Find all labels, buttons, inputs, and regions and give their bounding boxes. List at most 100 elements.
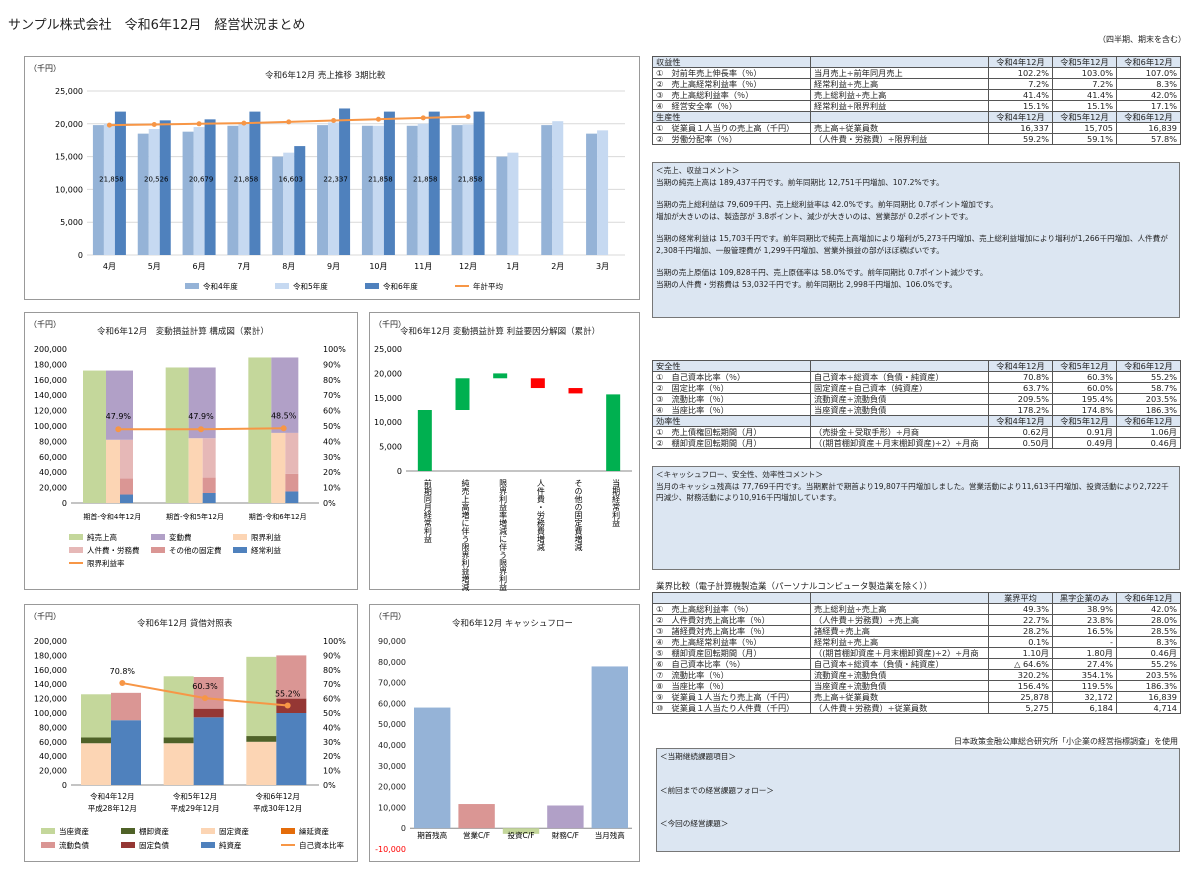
bar	[417, 410, 432, 471]
table-cell: 令和5年12月	[1052, 111, 1117, 123]
table-cell: △ 64.6%	[988, 658, 1053, 670]
y-tick-label: 90,000	[378, 637, 406, 646]
table-cell: 55.2%	[1116, 371, 1181, 383]
y-tick-label: 160,000	[34, 376, 67, 385]
bar	[285, 491, 299, 503]
table-cell: 諸経費÷売上高	[810, 625, 989, 637]
y2-tick-label: 30%	[323, 738, 341, 747]
table-cell	[810, 56, 989, 68]
y-tick-label: 140,000	[34, 680, 67, 689]
table-cell: ② 人件費対売上高比率（％）	[652, 614, 811, 626]
table-cell: 0.50月	[988, 437, 1053, 449]
bar	[120, 439, 133, 479]
table-cell: 28.5%	[1116, 625, 1181, 637]
y-tick-label: 25,000	[55, 87, 83, 96]
table-cell: （人件費＋労務費）÷従業員数	[810, 702, 989, 714]
table-cell: 16,337	[988, 122, 1053, 134]
y2-tick-label: 0%	[323, 499, 336, 508]
period-note: （四半期、期末を含む）	[1098, 35, 1186, 44]
sales-profit-comment-box[interactable]: ＜売上、収益コメント＞ 当期の純売上高は 189,437千円です。前年同期比 12…	[652, 162, 1180, 318]
legend-swatch	[233, 547, 247, 553]
cash-flow-chart-panel: （千円） 令和6年12月 キャッシュフロー 90,000 80,000 70,000…	[369, 604, 640, 862]
comment-line	[660, 796, 1176, 807]
legend-swatch	[233, 534, 247, 540]
table-cell: 186.3%	[1116, 680, 1181, 692]
y-tick-label: 5,000	[379, 443, 402, 452]
bar	[417, 123, 429, 255]
data-label: 20,679	[189, 176, 214, 184]
table-cell: 186.3%	[1116, 404, 1181, 416]
y-tick-label: 15,000	[374, 394, 402, 403]
x-subtick-label: 平成28年12月	[88, 803, 137, 813]
table-row: ⑨ 従業員１人当たり売上高（千円） 売上高÷従業員数 25,878 32,172 16,…	[652, 691, 1181, 703]
legend-swatch	[365, 283, 379, 289]
data-label: 21,858	[234, 176, 259, 184]
x-tick-label: 3月	[596, 262, 609, 271]
line-point	[151, 121, 157, 127]
line-point	[286, 119, 292, 125]
bar	[285, 473, 299, 492]
table-row: ⑦ 流動比率（％） 流動資産÷流動負債 320.2% 354.1% 203.5%	[652, 669, 1181, 681]
bar	[193, 677, 224, 709]
data-label: 21,858	[413, 176, 438, 184]
bar	[317, 125, 329, 255]
table-cell: 38.9%	[1052, 603, 1117, 615]
bar	[238, 122, 250, 255]
table-row: ② 売上高経常利益率（％） 経常利益÷売上高 7.2% 7.2% 8.3%	[652, 78, 1181, 90]
table-row: ① 対前年売上伸長率（％） 当月売上÷前年同月売上 102.2% 103.0% 107.…	[652, 67, 1181, 79]
table-cell: （(期首棚卸資産＋月末棚卸資産)÷2）÷月商	[810, 437, 989, 449]
bar	[81, 743, 111, 785]
table-cell	[810, 592, 989, 604]
table-cell: 令和6年12月	[1116, 592, 1181, 604]
table-cell: 当月売上÷前年同月売上	[810, 67, 989, 79]
table-header-row: 収益性 令和4年12月 令和5年12月 令和6年12月	[652, 56, 1181, 68]
table-cell: 107.0%	[1116, 67, 1181, 79]
chart-title: 令和6年12月 貸借対照表	[137, 619, 233, 629]
y-tick-label: 0	[78, 251, 83, 260]
x-tick-label: 当期経常利益	[612, 478, 621, 527]
bar	[249, 111, 261, 256]
y-tick-label: 20,000	[374, 369, 402, 378]
line-point	[420, 115, 426, 121]
table-cell: ② 売上高経常利益率（％）	[652, 78, 811, 90]
x-tick-label: 期首-令和5年12月	[166, 512, 224, 521]
management-issues-box[interactable]: ＜当期継続課題項目＞ ＜前回までの経営課題フォロー＞ ＜今回の経営課題＞	[656, 748, 1180, 852]
table-cell: 60.3%	[1052, 371, 1117, 383]
y-tick-label: 180,000	[34, 651, 67, 660]
y2-tick-label: 20%	[323, 752, 341, 761]
table-cell: ① 対前年売上伸長率（％）	[652, 67, 811, 79]
table-row: ④ 経営安全率（％） 経常利益÷限界利益 15.1% 15.1% 17.1%	[652, 100, 1181, 112]
table-cell: 8.3%	[1116, 78, 1181, 90]
table-cell: 60.0%	[1052, 382, 1117, 394]
table-cell: ② 棚卸資産回転期間（月）	[652, 437, 811, 449]
series-line	[118, 427, 284, 431]
y-tick-label: 70,000	[378, 679, 406, 688]
comment-line: ＜当期継続課題項目＞	[660, 752, 736, 761]
table-row: ⑥ 自己資本比率（％） 自己資本÷総資本（負債・純資産） △ 64.6% 27.4% 5…	[652, 658, 1181, 670]
y-tick-label: 5,000	[60, 218, 83, 227]
y2-tick-label: 70%	[323, 391, 341, 400]
data-label: 47.9%	[188, 412, 214, 421]
data-label: 22,337	[323, 176, 348, 184]
x-tick-label: 前期同月経常利益	[423, 478, 432, 543]
data-label: 21,858	[368, 176, 393, 184]
table-cell: 令和4年12月	[988, 360, 1053, 372]
bar	[81, 694, 111, 738]
comment-line: 増加が大きいのは、製造部が 3.8ポイント、減少が大きいのは、営業部が 0.2ポ…	[656, 211, 973, 221]
cashflow-comment-box[interactable]: ＜キャッシュフロー、安全性、効率性コメント＞ 当月のキャッシュ残高は 77,769…	[652, 466, 1180, 570]
profitability-table: 収益性 令和4年12月 令和5年12月 令和6年12月 ① 対前年売上伸長率（％） 当月売…	[652, 56, 1181, 145]
table-cell: （人件費・労務費）÷限界利益	[810, 133, 989, 145]
y-tick-label: 160,000	[34, 666, 67, 675]
bar	[193, 708, 224, 718]
y-tick-label: 0	[62, 781, 67, 790]
table-cell: ④ 経営安全率（％）	[652, 100, 811, 112]
bar	[111, 720, 141, 785]
table-cell: 7.2%	[1052, 78, 1117, 90]
bar	[496, 156, 508, 255]
x-tick-label: 6月	[193, 262, 206, 271]
table-row: ① 自己資本比率（％） 自己資本÷総資本（負債・純資産） 70.8% 60.3% 55.…	[652, 371, 1181, 383]
table-cell: 15.1%	[988, 100, 1053, 112]
bar	[372, 125, 384, 255]
legend-label: 棚卸資産	[139, 826, 169, 836]
table-cell: 178.2%	[988, 404, 1053, 416]
